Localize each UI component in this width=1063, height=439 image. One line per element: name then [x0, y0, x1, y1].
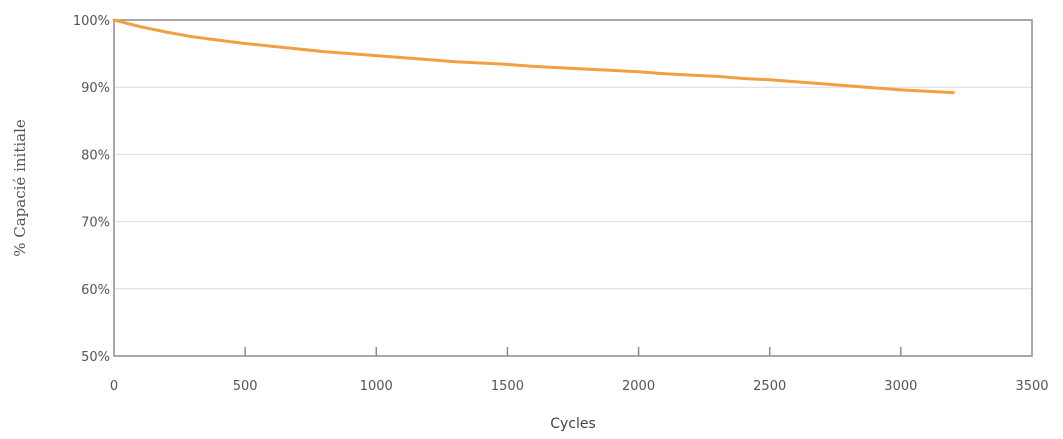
x-tick-label: 2000	[622, 379, 655, 394]
y-tick-label: 50%	[81, 350, 110, 365]
x-tick-label: 3000	[884, 379, 917, 394]
y-tick-labels: 50% 60% 70% 80% 90% 100%	[73, 14, 110, 365]
y-tick-label: 60%	[81, 283, 110, 298]
y-tick-label: 70%	[81, 216, 110, 231]
series-layer	[112, 18, 955, 95]
plot-frame	[113, 19, 1033, 357]
y-axis-label: % Capacié initiale	[11, 119, 29, 257]
x-tick-label: 0	[110, 379, 118, 394]
x-axis-label: Cycles	[550, 416, 596, 432]
x-tick-label: 2500	[753, 379, 786, 394]
y-tick-label: 80%	[81, 148, 110, 163]
x-tick-labels: 0 500 1000 1500 2000 2500 3000 3500	[110, 379, 1049, 394]
y-tick-label: 100%	[73, 14, 110, 29]
axis-ticks	[244, 347, 902, 356]
x-tick-label: 1500	[491, 379, 524, 394]
x-tick-label: 1000	[360, 379, 393, 394]
x-tick-label: 500	[233, 379, 258, 394]
grid-lines	[114, 86, 1032, 290]
series-line-0	[112, 18, 955, 95]
x-tick-label: 3500	[1015, 379, 1048, 394]
y-tick-label: 90%	[81, 81, 110, 96]
